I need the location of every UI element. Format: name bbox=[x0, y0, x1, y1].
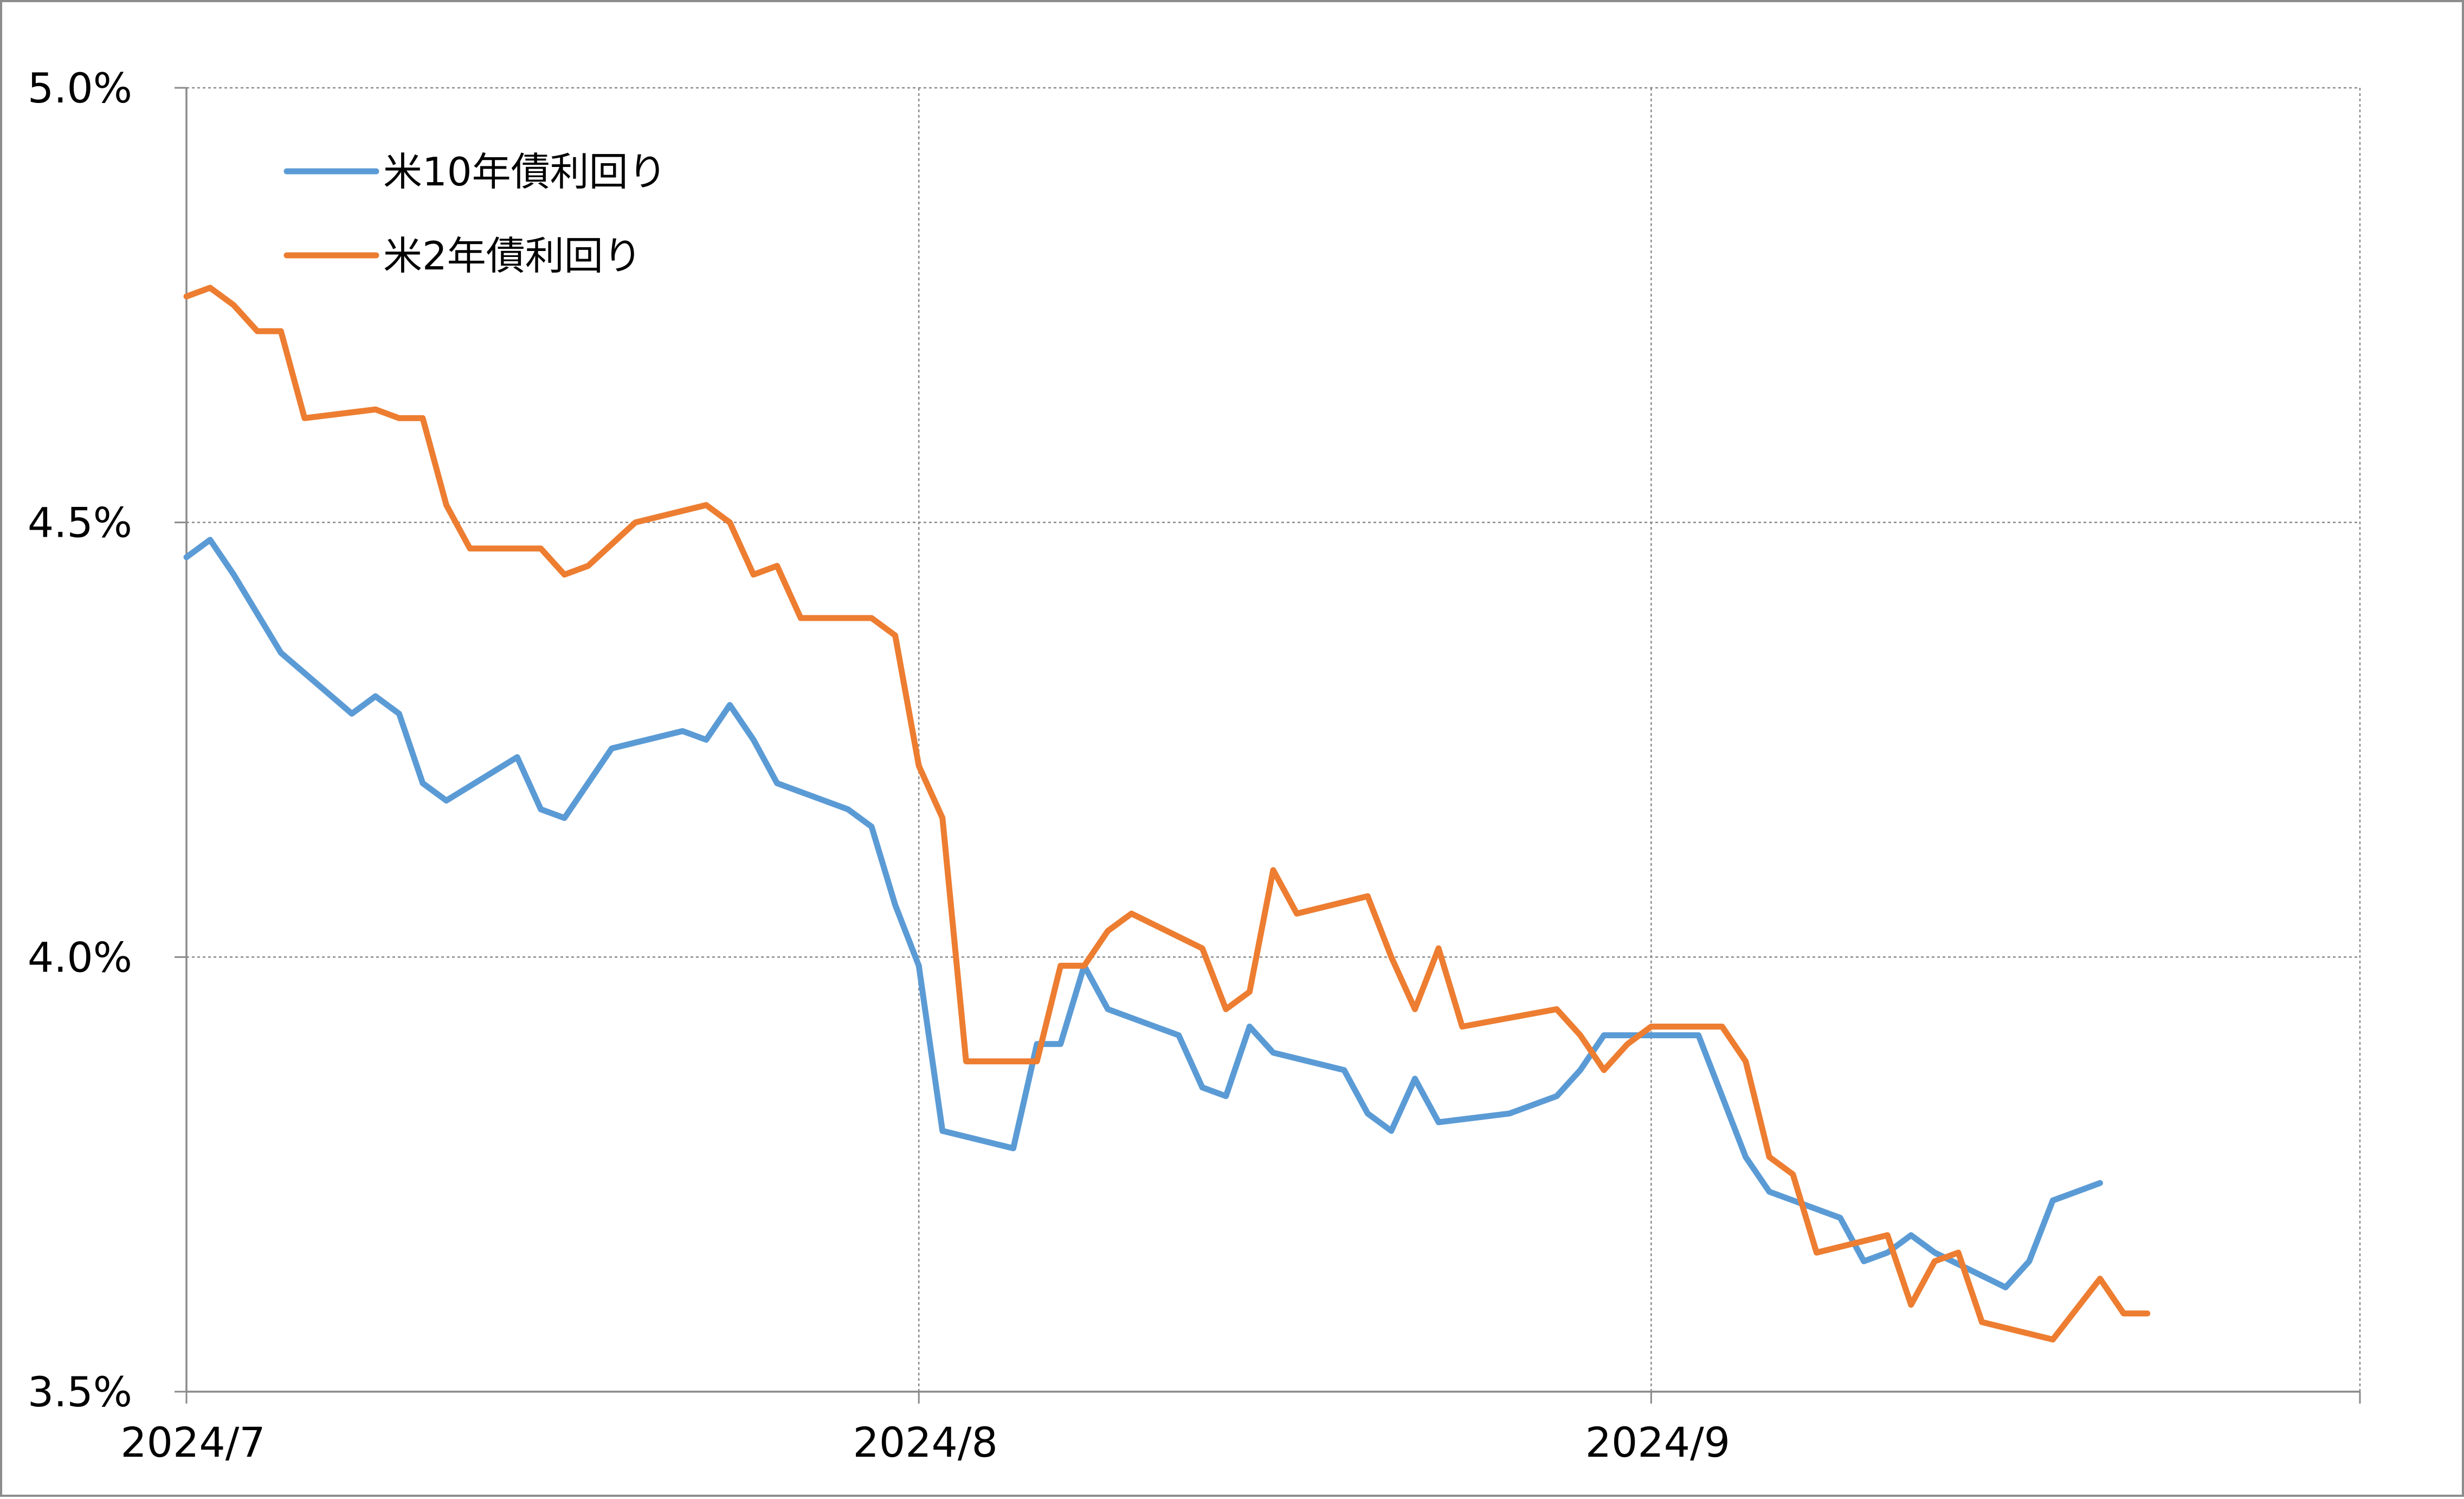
y-tick-label: 3.5% bbox=[28, 1368, 132, 1416]
y-tick-label: 4.5% bbox=[28, 499, 132, 547]
x-tick-label: 2024/7 bbox=[120, 1418, 265, 1466]
y-tick-label: 5.0% bbox=[28, 64, 132, 112]
x-tick-label: 2024/9 bbox=[1585, 1418, 1730, 1466]
series-line-0 bbox=[183, 537, 2103, 1291]
legend-label-1: 米2年債利回り bbox=[383, 233, 642, 279]
legend-label-0: 米10年債利回り bbox=[383, 149, 667, 195]
tick-labels: 3.5% 4.0% 4.5% 5.0% 2024/7 2024/8 2024/9 bbox=[28, 64, 1730, 1466]
series-line-1 bbox=[183, 285, 2151, 1343]
axes bbox=[175, 87, 2361, 1404]
grid-lines bbox=[186, 87, 2361, 1392]
series-lines bbox=[183, 285, 2151, 1343]
y-tick-label: 4.0% bbox=[28, 933, 132, 981]
x-tick-label: 2024/8 bbox=[853, 1418, 998, 1466]
